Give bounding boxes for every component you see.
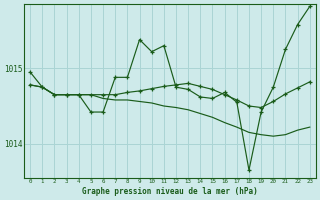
X-axis label: Graphe pression niveau de la mer (hPa): Graphe pression niveau de la mer (hPa) xyxy=(82,187,258,196)
